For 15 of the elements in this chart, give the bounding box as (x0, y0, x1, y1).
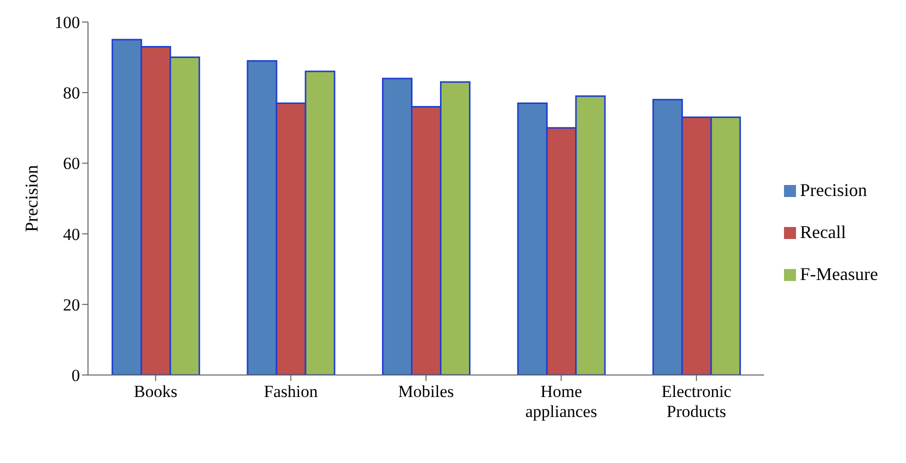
y-axis-title: Precision (21, 165, 42, 232)
x-tick-label: Home appliances (525, 382, 598, 421)
legend-label: F-Measure (800, 264, 878, 284)
y-tick-label: 100 (54, 13, 80, 32)
y-tick-label: 40 (63, 224, 80, 244)
x-tick-label: Electronic Products (661, 382, 732, 421)
x-tick-label: Books (134, 382, 178, 401)
y-tick-label: 80 (63, 84, 80, 103)
y-tick-label: 20 (63, 295, 80, 314)
x-tick-label: Mobiles (398, 382, 454, 401)
legend-label: Recall (800, 222, 846, 242)
x-tick-label: Fashion (264, 382, 318, 401)
y-tick-label: 0 (72, 366, 80, 386)
legend-label: Precision (800, 180, 868, 200)
y-tick-label: 60 (63, 154, 80, 174)
